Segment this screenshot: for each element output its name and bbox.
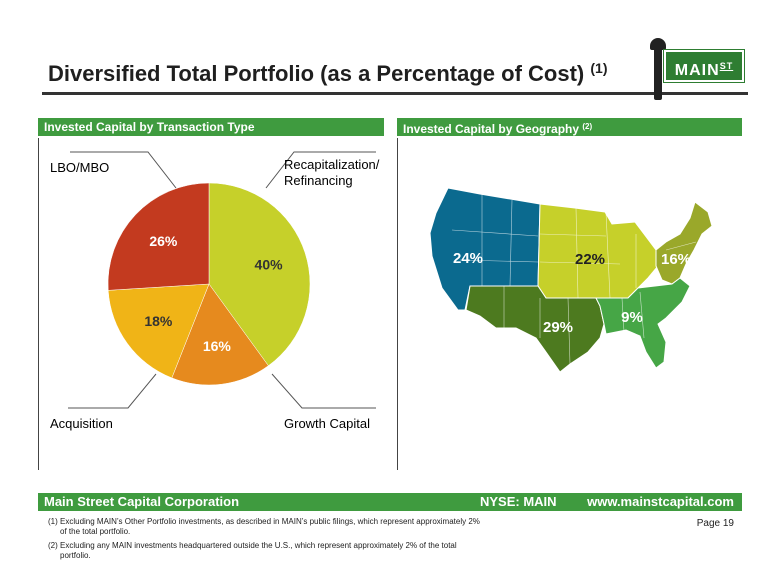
footnote-1: (1) Excluding MAIN’s Other Portfolio inv… — [48, 517, 480, 536]
geography-header: Invested Capital by Geography (2) — [397, 118, 742, 136]
middle-panel-divider — [397, 138, 398, 470]
footnotes: (1) Excluding MAIN’s Other Portfolio inv… — [48, 517, 488, 565]
map-label-west: 24% — [453, 250, 483, 267]
leader-acquisition — [68, 373, 157, 409]
pie-slice-recapitalization — [208, 182, 311, 367]
pie-value-lbo-mbo: 26% — [149, 233, 178, 249]
transaction-type-header: Invested Capital by Transaction Type — [38, 118, 384, 136]
page-title: Diversified Total Portfolio (as a Percen… — [48, 60, 608, 86]
map-region-west — [429, 187, 541, 311]
pie-slice-lbo-mbo — [107, 182, 210, 291]
footer-ticker: NYSE: MAIN — [480, 494, 557, 509]
pie-value-growth-capital: 16% — [203, 338, 232, 354]
pie-slice-growth-capital — [171, 283, 269, 386]
leader-lbo-mbo — [70, 151, 177, 189]
map-label-northeast: 16% — [661, 251, 691, 268]
map-label-southeast: 9% — [621, 309, 643, 326]
footer-website[interactable]: www.mainstcapital.com — [587, 494, 734, 509]
map-region-northeast — [655, 201, 713, 285]
transaction-type-pie-chart: 40% 16% 18% 26% — [68, 151, 376, 409]
title-rule — [42, 92, 748, 95]
map-label-midwest: 22% — [575, 251, 605, 268]
footnote-2: (2) Excluding any MAIN investments headq… — [48, 541, 457, 560]
left-panel-divider — [38, 138, 39, 470]
footer-bar: Main Street Capital Corporation NYSE: MA… — [38, 493, 742, 511]
pie-value-acquisition: 18% — [144, 313, 173, 329]
pie-label-lbo-mbo: LBO/MBO — [50, 160, 110, 175]
map-region-southwest — [465, 285, 605, 373]
footer-company: Main Street Capital Corporation — [44, 494, 240, 509]
logo-post — [654, 42, 662, 100]
map-region-southeast — [595, 277, 691, 369]
us-geography-map: 24% 22% 16% 29% 9% — [429, 187, 713, 373]
leader-recapitalization — [265, 151, 376, 189]
map-label-southwest: 29% — [543, 319, 573, 336]
leader-growth-capital — [271, 373, 376, 409]
title-footnote: (1) — [590, 60, 608, 76]
pie-label-recapitalization: Recapitalization/ Refinancing — [284, 157, 380, 188]
pie-label-growth-capital: Growth Capital — [284, 416, 370, 431]
pie-label-acquisition: Acquisition — [50, 416, 113, 431]
page-number: Page 19 — [696, 518, 734, 529]
pie-value-recapitalization: 40% — [255, 257, 284, 273]
pie-slice-acquisition — [107, 283, 210, 379]
main-street-logo: MAINST — [663, 49, 745, 83]
